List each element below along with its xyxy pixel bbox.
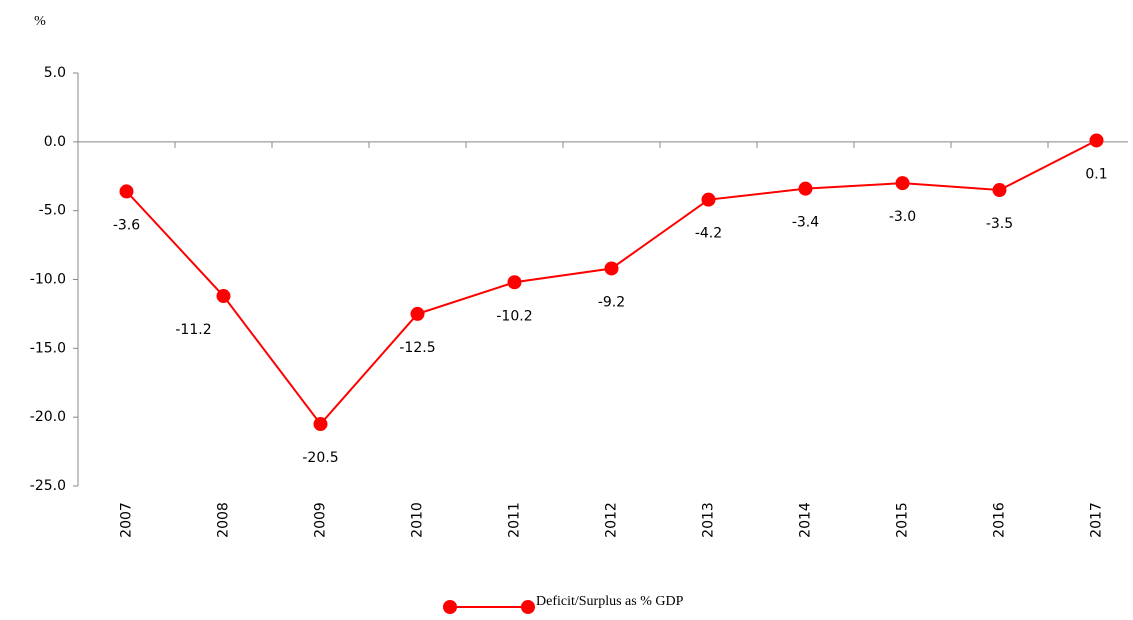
data-point: [1089, 133, 1104, 148]
data-point: [992, 183, 1007, 198]
x-tick-label: 2015: [895, 502, 911, 538]
x-tick-label: 2008: [216, 502, 232, 538]
series-line: [125, 139, 1097, 426]
data-label: -3.4: [792, 215, 819, 231]
data-point: [895, 176, 910, 191]
legend-marker: [443, 600, 457, 614]
x-tick-label: 2012: [604, 502, 620, 538]
data-label: -9.2: [598, 294, 625, 310]
x-tick-label: 2017: [1089, 502, 1105, 538]
data-label: -10.2: [496, 308, 532, 324]
x-tick-label: 2009: [313, 502, 329, 538]
data-label: -12.5: [399, 340, 435, 356]
x-tick-label: 2016: [992, 502, 1008, 538]
x-tick-label: 2011: [507, 502, 523, 538]
data-point: [701, 192, 716, 207]
y-tick-label: -15.0: [30, 340, 66, 356]
data-point: [604, 261, 619, 276]
legend-label: Deficit/Surplus as % GDP: [536, 594, 684, 609]
data-label: -20.5: [302, 450, 338, 466]
y-tick-label: 0.0: [44, 134, 66, 150]
data-point: [119, 184, 134, 199]
legend-marker: [521, 600, 535, 614]
x-tick-label: 2013: [701, 502, 717, 538]
y-tick-label: -10.0: [30, 272, 66, 288]
data-point: [507, 275, 522, 290]
data-point: [410, 306, 425, 321]
data-point: [216, 289, 231, 304]
data-label: 0.1: [1085, 166, 1107, 182]
y-tick-label: -5.0: [39, 203, 66, 219]
y-axis-label: %: [34, 14, 46, 29]
x-tick-label: 2014: [798, 502, 814, 538]
data-point: [313, 417, 328, 432]
data-label: -4.2: [695, 226, 722, 242]
y-tick-label: -20.0: [30, 409, 66, 425]
data-label: -11.2: [175, 322, 211, 338]
data-point: [798, 181, 813, 196]
y-tick-label: 5.0: [44, 65, 66, 81]
x-tick-label: 2010: [410, 502, 426, 538]
x-tick-label: 2007: [119, 502, 135, 538]
data-label: -3.6: [113, 217, 140, 233]
data-label: -3.5: [986, 216, 1013, 232]
y-tick-label: -25.0: [30, 478, 66, 494]
data-label: -3.0: [889, 209, 916, 225]
